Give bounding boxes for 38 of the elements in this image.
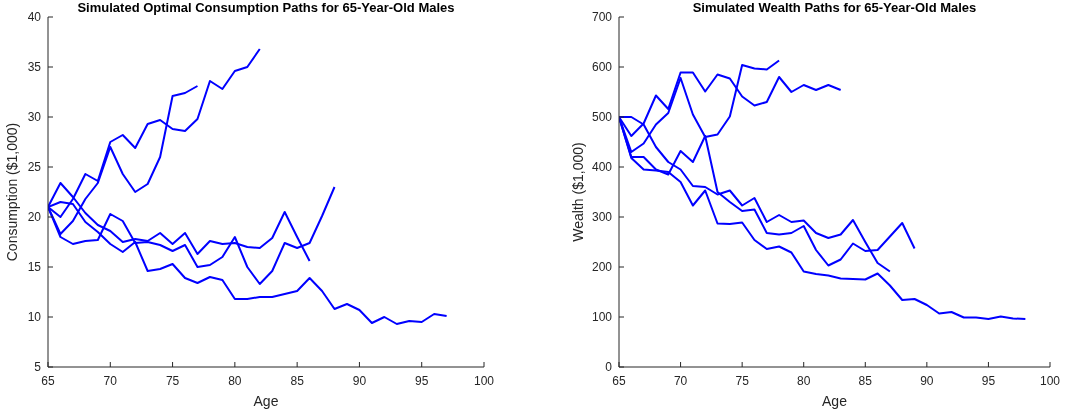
y-tick-label: 300 [591,210,613,225]
y-tick-label: 500 [591,110,613,125]
x-axis-title: Age [253,393,279,409]
y-tick-label: 0 [605,360,613,375]
chart-title: Simulated Optimal Consumption Paths for 65-Year-Old Males [76,0,456,15]
x-tick-label: 80 [228,373,242,388]
x-tick-label: 75 [165,373,180,388]
y-tick-label: 30 [27,110,42,125]
x-tick-label: 95 [981,373,996,388]
x-tick-label: 65 [612,373,626,388]
x-tick-label: 75 [735,373,750,388]
x-axis-title: Age [822,393,848,409]
x-tick-label: 65 [41,373,55,388]
y-tick-label: 35 [27,60,42,75]
y-tick-label: 10 [27,310,42,325]
y-tick-label: 40 [27,10,42,25]
x-tick-label: 70 [103,373,118,388]
y-tick-label: 400 [591,160,613,175]
x-tick-label: 80 [797,373,811,388]
x-tick-label: 85 [290,373,305,388]
y-tick-label: 100 [591,310,613,325]
y-tick-label: 200 [591,260,613,275]
x-tick-label: 85 [858,373,873,388]
x-tick-label: 100 [1039,373,1061,388]
x-tick-label: 100 [473,373,495,388]
x-tick-label: 95 [415,373,429,388]
y-tick-label: 25 [27,160,42,175]
y-tick-label: 700 [591,10,613,25]
y-tick-label: 20 [27,210,42,225]
x-tick-label: 90 [920,373,934,388]
x-tick-label: 70 [673,373,688,388]
chart-title: Simulated Wealth Paths for 65-Year-Old Males [691,0,978,15]
y-tick-label: 600 [591,60,613,75]
y-tick-label: 15 [27,260,42,275]
y-axis-title: Wealth ($1,000) [569,142,586,242]
y-axis-title: Consumption ($1,000) [3,122,20,262]
y-tick-label: 5 [34,360,42,375]
x-tick-label: 90 [352,373,367,388]
